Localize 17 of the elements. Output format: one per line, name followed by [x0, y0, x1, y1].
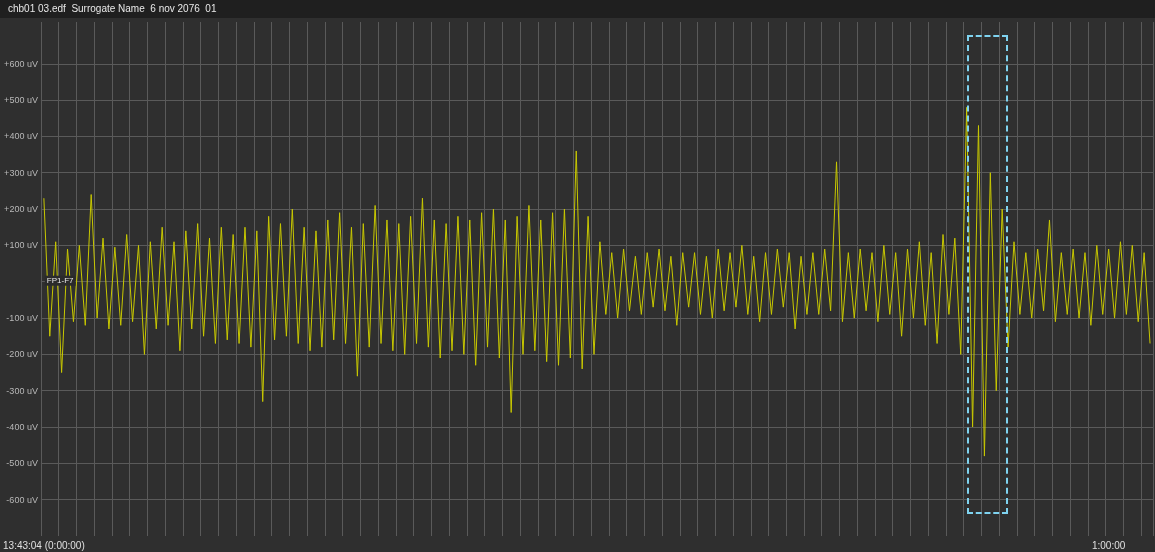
y-tick-label: -300 uV — [6, 385, 38, 396]
y-tick-label: +300 uV — [4, 167, 38, 178]
series-label: FP1-F7 — [46, 276, 75, 286]
y-tick-label: -400 uV — [6, 422, 38, 433]
y-tick-label: +500 uV — [4, 95, 38, 106]
y-tick-label: -600 uV — [6, 494, 38, 505]
x-tick-label: 1:00:00 — [1091, 539, 1126, 551]
y-tick-label: -100 uV — [6, 313, 38, 324]
y-tick-label: +400 uV — [4, 131, 38, 142]
y-tick-label: -500 uV — [6, 458, 38, 469]
line-series — [43, 106, 1151, 457]
x-tick-label: 13:43:04 (0:00:00) — [2, 539, 85, 551]
y-tick-label: -200 uV — [6, 349, 38, 360]
y-tick-label: +600 uV — [4, 58, 38, 69]
y-tick-label: +200 uV — [4, 204, 38, 215]
y-tick-label: +100 uV — [4, 240, 38, 251]
chart-title: chb01 03.edf Surrogate Name 6 nov 2076 01 — [0, 0, 1155, 18]
